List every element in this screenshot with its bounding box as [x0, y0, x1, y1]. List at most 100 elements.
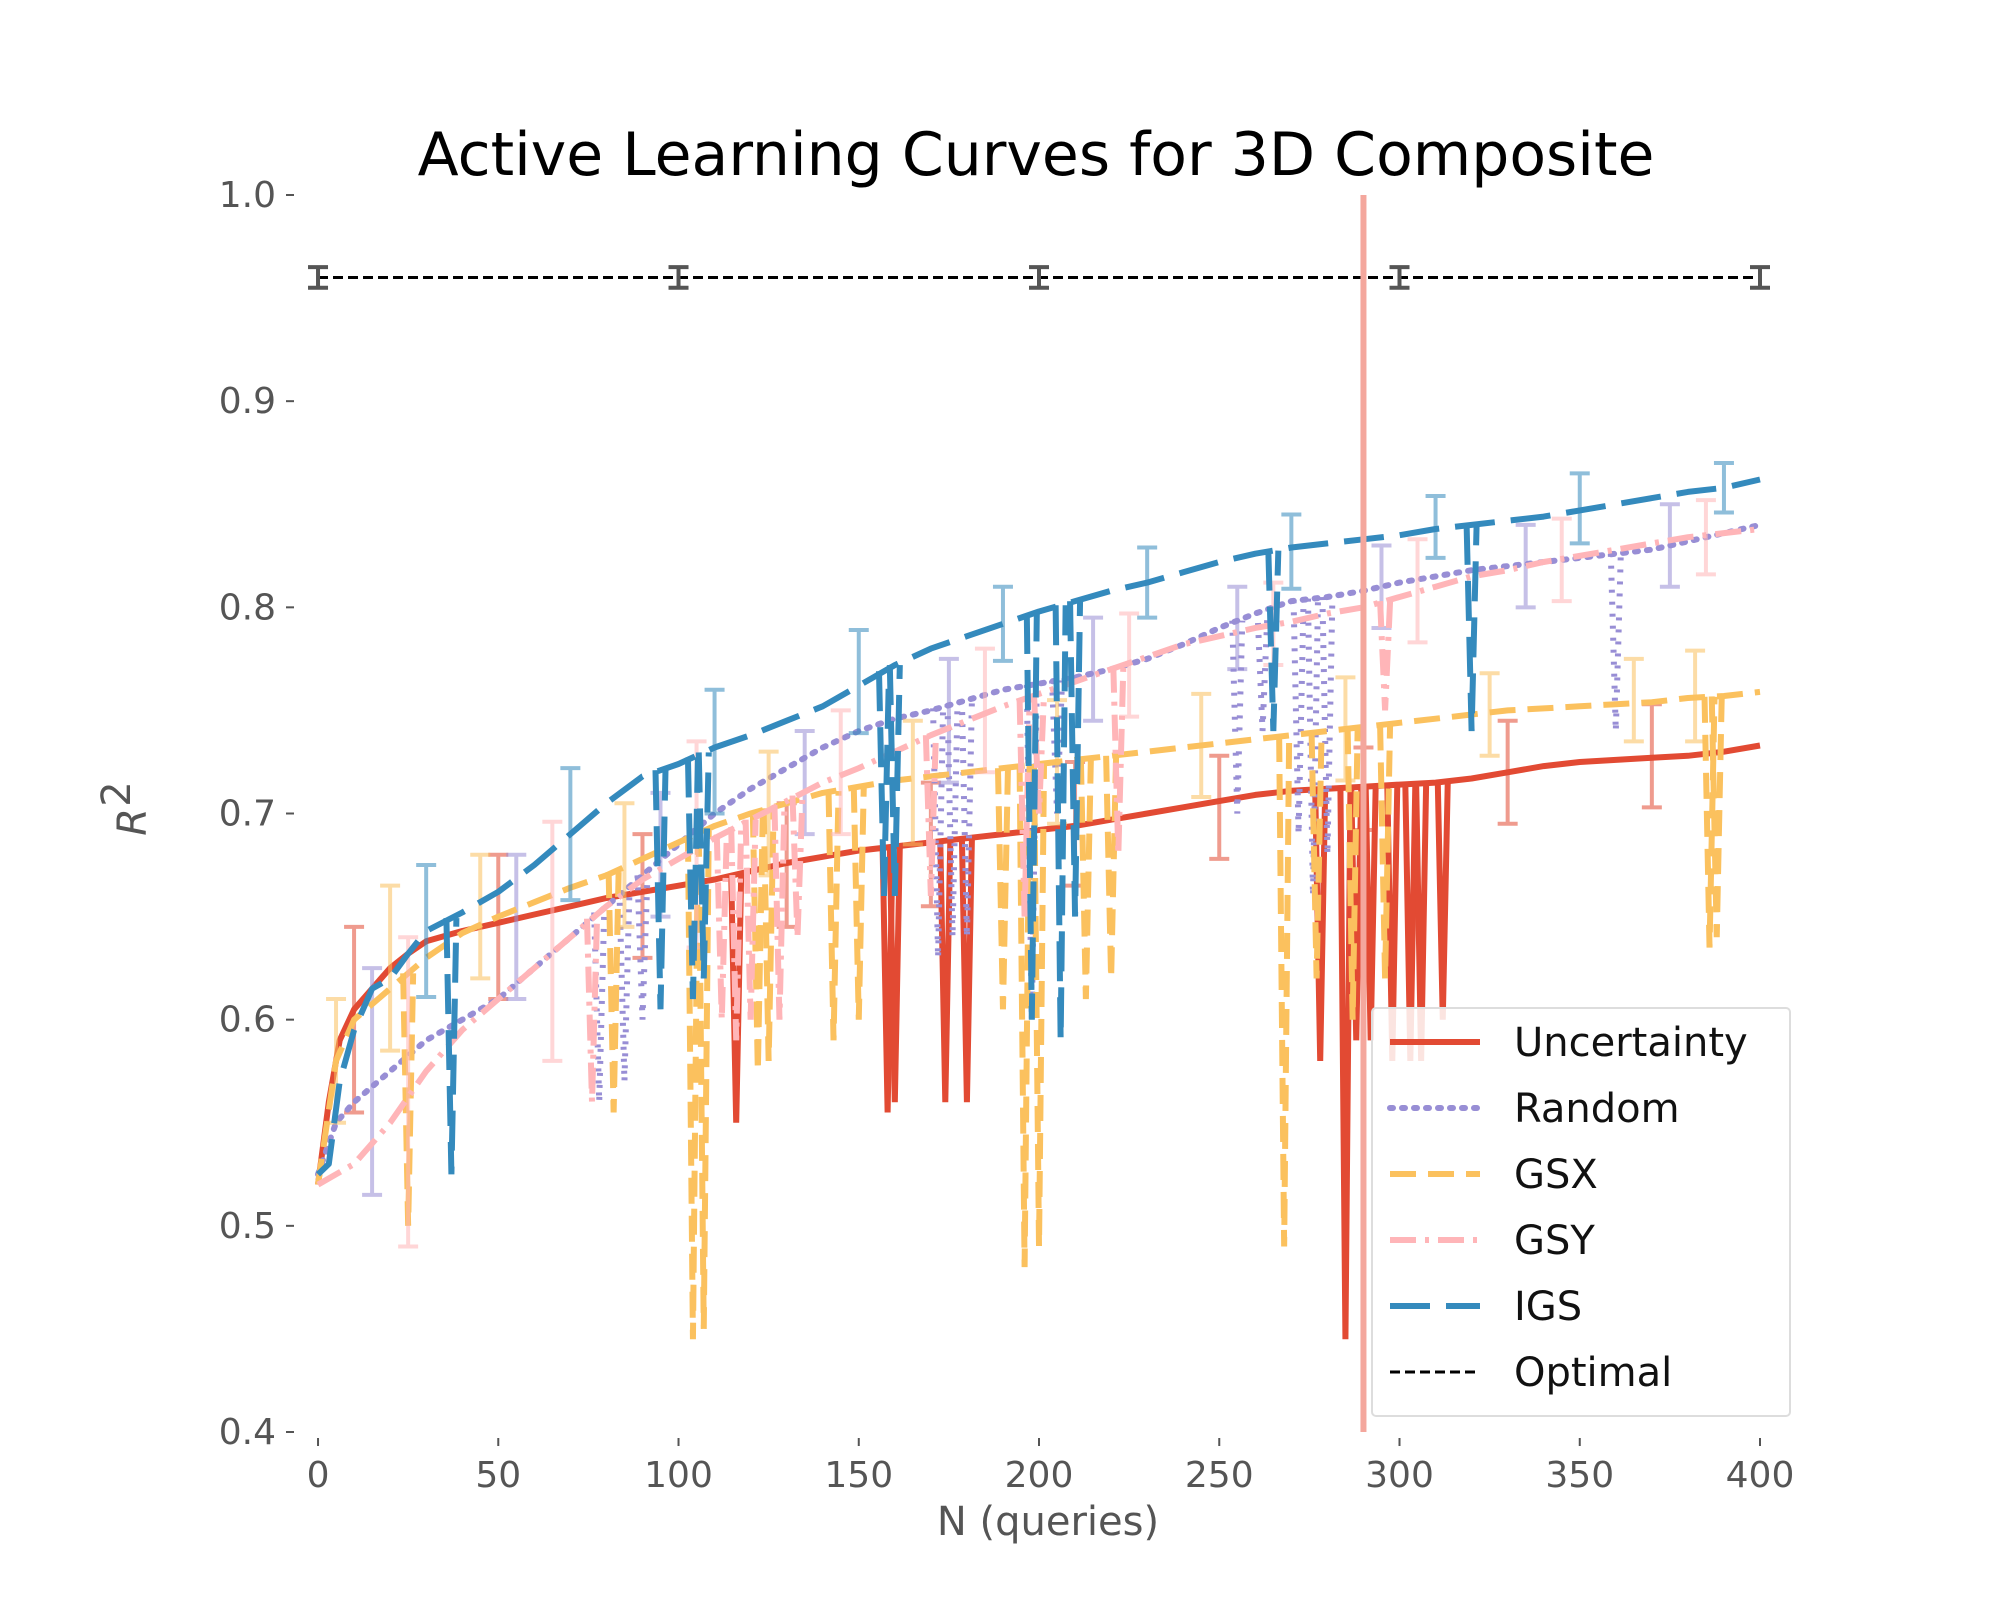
y-tick-label: 0.9: [219, 381, 276, 422]
series-dip-uncertainty: [958, 838, 975, 1103]
series-dip-igs: [1023, 613, 1040, 1020]
legend-item-gsx: GSX: [1390, 1152, 1598, 1198]
errorbar-optimal: [668, 265, 689, 290]
errorbar-random: [1227, 584, 1248, 672]
series-dip-gsx: [749, 811, 766, 1072]
series-dip-gsx: [1344, 728, 1361, 1020]
errorbar-gsy: [1119, 611, 1140, 719]
y-axis-label-group: R 2: [94, 781, 156, 836]
series-dip-uncertainty: [937, 840, 954, 1103]
errorbar-uncertainty: [1209, 753, 1230, 861]
series-dip-igs: [695, 752, 712, 979]
errorbar-gsy: [398, 935, 419, 1249]
series-dip-gsy: [1110, 666, 1127, 855]
errorbar-random: [1659, 502, 1680, 589]
plot-area: [308, 265, 1770, 1340]
legend-item-uncertainty: Uncertainty: [1390, 1020, 1748, 1066]
series-dip-gsy: [1377, 601, 1394, 711]
legend-label: Uncertainty: [1514, 1020, 1748, 1066]
y-axis-label: R: [110, 808, 156, 836]
errorbar-optimal: [1029, 265, 1050, 290]
errorbar-gsx: [1685, 648, 1706, 744]
series-dip-gsy: [713, 834, 730, 1020]
errorbar-gsy: [1407, 537, 1428, 645]
errorbar-random: [938, 656, 959, 785]
series-dip-gsx: [605, 871, 622, 1113]
series-dip-gsx: [1016, 765, 1033, 1268]
errorbar-gsy: [542, 819, 563, 1063]
errorbar-igs: [1137, 545, 1158, 620]
series-dip-gsx: [760, 808, 777, 1061]
x-tick-label: 150: [824, 1455, 893, 1496]
series-dip-gsx: [1031, 763, 1048, 1247]
y-tick-label: 0.8: [219, 587, 276, 628]
series-dip-gsy: [728, 827, 745, 1041]
series-line-igs: [315, 476, 1761, 1177]
errorbar-igs: [704, 687, 725, 816]
series-dip-uncertainty: [1434, 781, 1451, 1020]
series-dip-igs: [1052, 605, 1069, 1041]
series-dip-gsy: [789, 795, 806, 938]
series-dip-random: [1290, 600, 1307, 835]
series-dip-gsy: [771, 804, 788, 1020]
errorbar-random: [1083, 615, 1104, 723]
series-dip-gsx: [1103, 755, 1120, 979]
legend-label: IGS: [1514, 1284, 1582, 1330]
errorbar-random: [794, 729, 815, 837]
chart-title: Active Learning Curves for 3D Composite: [418, 120, 1655, 190]
errorbar-gsx: [1191, 691, 1212, 800]
errorbar-igs: [992, 584, 1013, 663]
legend-item-optimal: Optimal: [1390, 1350, 1672, 1396]
series-dip-gsx: [1377, 724, 1394, 979]
errorbar-gsx: [1479, 671, 1500, 758]
errorbar-gsx: [380, 883, 401, 1053]
errorbar-optimal: [1750, 265, 1770, 290]
errorbar-gsy: [1695, 498, 1716, 577]
legend-label: GSY: [1514, 1218, 1595, 1264]
series-dip-igs: [886, 664, 903, 897]
x-tick-label: 200: [1005, 1455, 1074, 1496]
x-tick-label: 350: [1545, 1455, 1614, 1496]
series-dip-igs: [652, 770, 669, 1010]
errorbar-gsy: [974, 646, 995, 775]
series-igs: [315, 461, 1761, 1177]
x-axis: 0 50 100 150 200 250 300 350 400: [307, 1438, 1794, 1496]
series-dip-gsx: [684, 835, 701, 1340]
y-tick-label: 0.7: [219, 794, 276, 835]
errorbar-igs: [848, 628, 869, 736]
series-dip-gsx: [1276, 735, 1293, 1247]
series-dip-random: [1319, 596, 1336, 855]
series-dip-random: [1254, 610, 1271, 732]
series-dip-gsx: [994, 768, 1011, 1010]
x-tick-label: 250: [1185, 1455, 1254, 1496]
series-dip-gsx: [1701, 696, 1718, 948]
series-dip-igs: [1265, 550, 1282, 732]
series-dip-gsx: [1708, 696, 1725, 938]
errorbar-random: [1515, 522, 1536, 610]
series-dip-gsy: [584, 918, 600, 1103]
series-dip-random: [634, 875, 651, 1020]
series-dip-gsx: [1308, 732, 1325, 979]
legend-label: Optimal: [1514, 1350, 1672, 1396]
errorbar-igs: [560, 766, 581, 903]
errorbar-optimal: [1389, 265, 1410, 290]
x-axis-label: N (queries): [937, 1499, 1159, 1545]
errorbar-igs: [1713, 461, 1734, 515]
series-dip-gsy: [1016, 698, 1033, 917]
series-dip-gsx: [825, 790, 842, 1041]
errorbar-optimal: [308, 265, 329, 290]
legend-label: Random: [1514, 1086, 1680, 1132]
errorbar-igs: [416, 863, 437, 999]
legend-label: GSX: [1514, 1152, 1598, 1198]
errorbar-uncertainty: [1497, 718, 1518, 826]
errorbar-igs: [1569, 471, 1590, 546]
y-tick-label: 1.0: [219, 175, 276, 216]
series-dip-random: [1229, 620, 1246, 814]
series-dip-gsx: [850, 786, 867, 1020]
series-dip-igs: [443, 917, 460, 1175]
x-tick-label: 50: [475, 1455, 521, 1496]
series-dip-gsy: [922, 735, 939, 897]
series-dip-gsy: [742, 819, 759, 1020]
legend-item-igs: IGS: [1390, 1284, 1582, 1330]
